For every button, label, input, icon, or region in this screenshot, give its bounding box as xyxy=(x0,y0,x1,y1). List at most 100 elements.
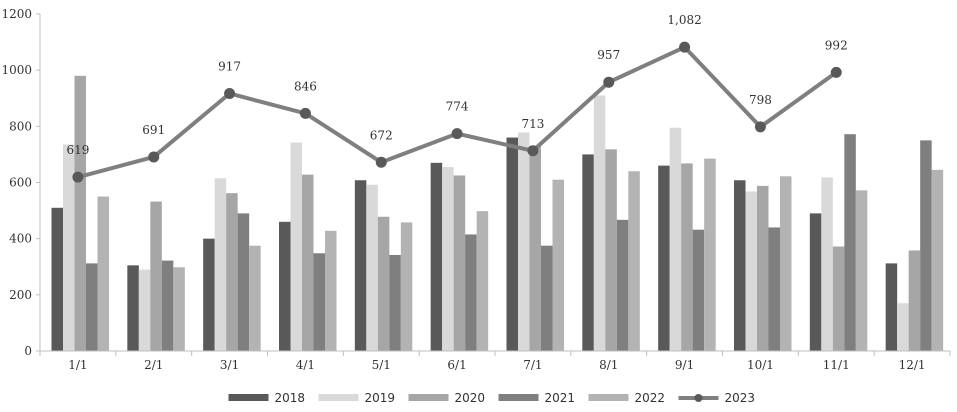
legend-label-2020: 2020 xyxy=(455,391,486,405)
bar-2020-12/1 xyxy=(908,250,921,351)
data-label-2023-6/1: 774 xyxy=(446,100,469,114)
point-2023-7/1 xyxy=(527,145,539,157)
x-tick-label: 1/1 xyxy=(68,358,87,372)
y-tick-label: 400 xyxy=(9,232,32,246)
x-tick-label: 5/1 xyxy=(372,358,391,372)
y-tick-label: 800 xyxy=(9,119,32,133)
bar-2021-9/1 xyxy=(692,229,705,351)
x-tick-label: 12/1 xyxy=(899,358,926,372)
legend-label-2018: 2018 xyxy=(275,391,306,405)
bar-2021-4/1 xyxy=(313,253,325,351)
data-label-2023-5/1: 672 xyxy=(370,128,393,142)
legend-label-2019: 2019 xyxy=(365,391,396,405)
legend-swatch-2021 xyxy=(498,394,539,401)
bar-2018-9/1 xyxy=(658,165,670,351)
bar-2021-8/1 xyxy=(616,219,629,351)
data-label-2023-7/1: 713 xyxy=(521,117,544,131)
point-2023-1/1 xyxy=(72,171,84,183)
bar-2021-3/1 xyxy=(237,213,250,351)
bar-2019-12/1 xyxy=(897,303,909,351)
data-label-2023-10/1: 798 xyxy=(749,93,772,107)
bar-2021-2/1 xyxy=(161,260,174,351)
point-2023-8/1 xyxy=(603,76,615,88)
data-label-2023-4/1: 846 xyxy=(294,79,317,93)
bar-2018-3/1 xyxy=(203,238,215,351)
bar-2019-6/1 xyxy=(442,167,454,351)
bar-2018-12/1 xyxy=(885,263,898,351)
bar-2018-6/1 xyxy=(430,162,443,351)
x-tick-label: 2/1 xyxy=(144,358,163,372)
data-label-2023-1/1: 619 xyxy=(66,143,89,157)
bar-2020-9/1 xyxy=(681,163,693,351)
bar-2018-2/1 xyxy=(127,265,139,351)
bar-2020-2/1 xyxy=(150,201,162,351)
bar-2020-4/1 xyxy=(302,174,314,351)
legend-label-2021: 2021 xyxy=(545,391,576,405)
legend-label-2023: 2023 xyxy=(725,391,756,405)
point-2023-11/1 xyxy=(830,66,842,78)
bar-2018-4/1 xyxy=(279,221,291,351)
legend-marker-2023 xyxy=(694,394,703,402)
legend-swatch-2018 xyxy=(228,394,269,401)
bar-2019-9/1 xyxy=(669,127,682,351)
bar-2018-11/1 xyxy=(809,213,822,351)
legend-label-2022: 2022 xyxy=(635,391,666,405)
bar-2018-10/1 xyxy=(734,180,746,351)
data-label-2023-2/1: 691 xyxy=(142,123,165,137)
bar-2022-7/1 xyxy=(552,179,564,351)
bar-2022-1/1 xyxy=(97,196,109,351)
point-2023-2/1 xyxy=(148,151,160,163)
y-tick-label: 1200 xyxy=(1,7,32,21)
point-2023-6/1 xyxy=(451,128,463,140)
legend-swatch-2022 xyxy=(588,394,629,401)
bar-2019-3/1 xyxy=(214,178,227,351)
point-2023-4/1 xyxy=(299,107,311,119)
bar-2018-8/1 xyxy=(582,154,594,351)
point-2023-5/1 xyxy=(375,156,387,168)
x-tick-label: 9/1 xyxy=(675,358,694,372)
bar-2022-11/1 xyxy=(855,190,868,351)
x-tick-label: 10/1 xyxy=(747,358,774,372)
bar-2021-7/1 xyxy=(541,245,553,351)
bar-2021-1/1 xyxy=(86,263,98,351)
bar-2022-6/1 xyxy=(476,211,489,351)
y-tick-label: 0 xyxy=(24,344,32,358)
bar-2019-4/1 xyxy=(290,142,302,351)
data-label-2023-3/1: 917 xyxy=(218,59,241,73)
bar-2019-8/1 xyxy=(593,95,606,351)
bar-2019-7/1 xyxy=(518,132,530,351)
bar-2022-9/1 xyxy=(704,158,716,351)
bar-2019-2/1 xyxy=(138,269,151,351)
data-label-2023-11/1: 992 xyxy=(825,38,848,52)
bar-2022-8/1 xyxy=(628,171,640,351)
bar-2021-12/1 xyxy=(920,140,932,351)
bar-2019-1/1 xyxy=(63,144,75,351)
bar-2020-5/1 xyxy=(377,216,390,351)
x-tick-label: 7/1 xyxy=(523,358,542,372)
bar-2020-8/1 xyxy=(605,149,617,351)
bar-2019-10/1 xyxy=(745,191,757,351)
bar-2020-6/1 xyxy=(453,175,466,351)
x-tick-label: 3/1 xyxy=(220,358,239,372)
bar-2022-10/1 xyxy=(780,176,792,351)
legend-swatch-2019 xyxy=(318,394,359,401)
bar-2019-5/1 xyxy=(366,184,378,351)
legend-swatch-2020 xyxy=(408,394,449,401)
x-tick-label: 4/1 xyxy=(296,358,315,372)
bar-2020-1/1 xyxy=(74,75,86,352)
point-2023-9/1 xyxy=(679,41,691,53)
bar-2020-7/1 xyxy=(529,145,541,351)
bar-2018-5/1 xyxy=(354,180,367,351)
bar-2021-5/1 xyxy=(389,254,401,351)
bar-2021-10/1 xyxy=(768,227,780,351)
x-tick-label: 11/1 xyxy=(823,358,850,372)
bar-2020-10/1 xyxy=(757,185,769,351)
bar-2020-11/1 xyxy=(832,246,845,351)
data-label-2023-8/1: 957 xyxy=(597,48,620,62)
data-label-2023-9/1: 1,082 xyxy=(667,13,701,27)
y-tick-label: 1000 xyxy=(1,63,32,77)
bar-2022-12/1 xyxy=(931,169,944,351)
bar-2022-3/1 xyxy=(249,245,261,351)
bar-2022-5/1 xyxy=(400,222,413,351)
